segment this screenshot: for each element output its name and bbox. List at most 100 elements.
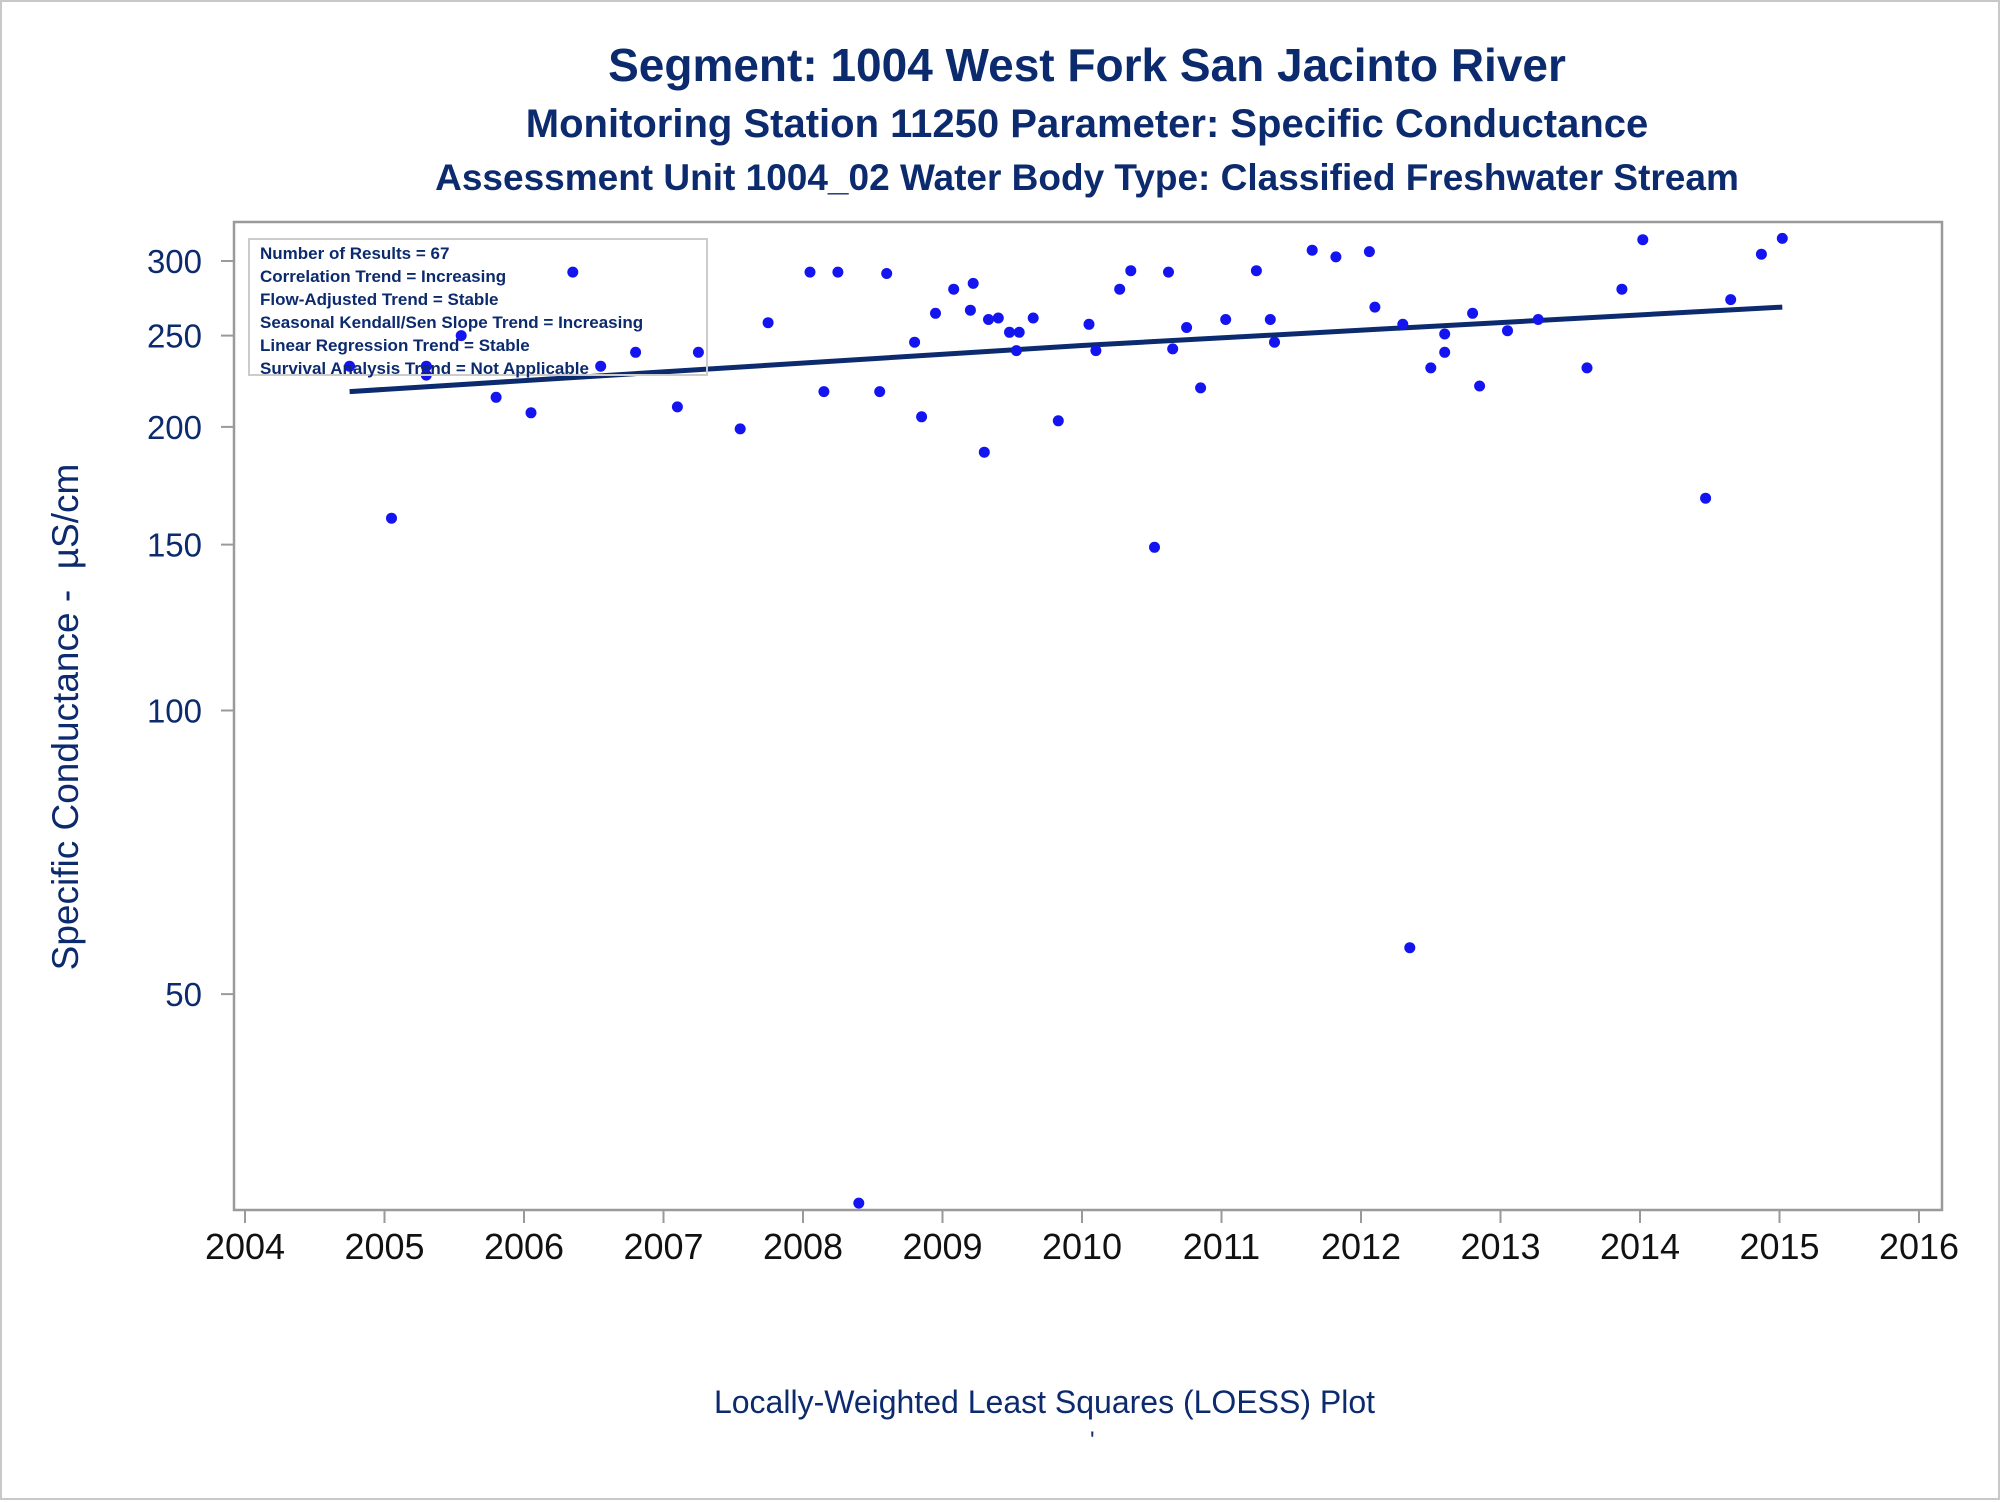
footnote-mark: ': [1090, 1427, 1095, 1454]
y-tick-label: 250: [147, 318, 202, 355]
x-tick-label: 2005: [344, 1226, 424, 1267]
data-point: [1581, 362, 1593, 374]
x-tick-label: 2013: [1460, 1226, 1540, 1267]
data-point: [1474, 380, 1486, 392]
data-point: [1725, 294, 1737, 306]
data-point: [1181, 322, 1193, 333]
data-point: [881, 268, 893, 279]
data-point: [983, 314, 994, 325]
y-tick-label: 50: [165, 976, 202, 1013]
data-point: [1616, 283, 1628, 295]
data-point: [1306, 244, 1318, 256]
data-point: [1532, 314, 1544, 325]
data-point: [1052, 415, 1064, 427]
data-point: [1114, 283, 1126, 295]
data-points: [344, 232, 1788, 1209]
data-point: [992, 312, 1004, 324]
data-point: [1397, 318, 1409, 330]
data-point: [734, 423, 746, 435]
data-point: [964, 304, 976, 316]
data-point: [455, 330, 467, 342]
x-tick-label: 2006: [484, 1226, 564, 1267]
trend-stat-line: Number of Results = 67: [260, 244, 450, 263]
data-point: [762, 317, 774, 329]
data-point: [1125, 265, 1137, 277]
data-point: [1755, 248, 1767, 260]
x-tick-label: 2012: [1321, 1226, 1401, 1267]
data-point: [386, 512, 397, 524]
data-point: [1195, 382, 1207, 394]
data-point: [909, 336, 921, 348]
trend-statistics-box: Number of Results = 67 Correlation Trend …: [248, 238, 708, 378]
data-point: [1439, 346, 1451, 358]
chart-title: Segment: 1004 West Fork San Jacinto Rive…: [608, 39, 1566, 91]
data-point: [1425, 362, 1437, 374]
data-point: [874, 386, 886, 398]
data-point: [1700, 492, 1712, 504]
data-point: [1027, 312, 1039, 324]
data-point: [804, 266, 816, 278]
trend-stat-line: Linear Regression Trend = Stable: [260, 336, 530, 355]
x-tick-label: 2010: [1042, 1226, 1122, 1267]
data-point: [1439, 328, 1451, 340]
trend-line-layer: [349, 304, 1783, 395]
trend-stat-line: Seasonal Kendall/Sen Slope Trend = Incre…: [260, 313, 644, 332]
x-tick-label: 2014: [1600, 1226, 1680, 1267]
data-point: [948, 283, 960, 295]
data-point: [1369, 301, 1381, 313]
x-tick-label: 2008: [763, 1226, 843, 1267]
y-tick-label: 300: [147, 243, 202, 280]
trend-stat-line: Correlation Trend = Increasing: [260, 267, 507, 286]
data-point: [818, 386, 830, 398]
data-point: [853, 1197, 865, 1209]
data-point: [1010, 345, 1022, 357]
x-tick-label: 2011: [1183, 1226, 1260, 1267]
data-point: [1083, 318, 1095, 330]
loess-trend-line: [349, 304, 1783, 395]
chart-subtitle-station: Monitoring Station 11250 Parameter: Spec…: [525, 102, 1649, 146]
data-point: [567, 266, 579, 278]
axes: 2004 2005 2006 2007 2008 2009 2010 2011 2012 2013…: [147, 220, 1959, 1267]
trend-stat-line: Survival Analysis Trend = Not Applicable: [260, 359, 589, 378]
chart-subtitle-assessment: Assessment Unit 1004_02 Water Body Type:…: [435, 157, 1739, 198]
data-point: [1269, 336, 1280, 348]
data-point: [671, 401, 683, 413]
x-tick-label: 2016: [1879, 1226, 1959, 1267]
data-point: [1220, 314, 1232, 325]
data-point: [1637, 234, 1649, 246]
data-point: [1163, 266, 1174, 278]
data-point: [1776, 232, 1788, 244]
data-point: [525, 407, 537, 419]
data-point: [692, 346, 704, 358]
y-tick-label: 200: [147, 409, 202, 446]
x-tick-label: 2004: [205, 1226, 285, 1267]
y-axis-label: Specific Conductance - µS/cm: [45, 463, 86, 971]
data-point: [1363, 246, 1375, 258]
x-tick-label: 2009: [902, 1226, 982, 1267]
y-tick-label: 100: [147, 693, 202, 730]
data-point: [1013, 326, 1025, 338]
x-tick-label: 2007: [623, 1226, 703, 1267]
plot-area-border: [232, 220, 1944, 1212]
data-point: [1502, 325, 1513, 337]
data-point: [978, 446, 990, 458]
data-point: [916, 411, 928, 423]
data-point: [832, 266, 844, 278]
data-point: [595, 360, 607, 372]
data-point: [1264, 314, 1276, 325]
data-point: [1250, 265, 1262, 277]
data-point: [1330, 251, 1342, 263]
data-point: [1004, 326, 1015, 338]
data-point: [344, 360, 356, 372]
trend-stat-line: Flow-Adjusted Trend = Stable: [260, 290, 499, 309]
data-point: [930, 307, 941, 319]
x-tick-label: 2015: [1739, 1226, 1819, 1267]
data-point: [1167, 343, 1179, 355]
data-point: [1090, 345, 1102, 357]
data-point: [1404, 942, 1416, 954]
y-tick-label: 150: [147, 527, 202, 564]
data-point: [1467, 307, 1479, 319]
data-point: [630, 346, 642, 358]
